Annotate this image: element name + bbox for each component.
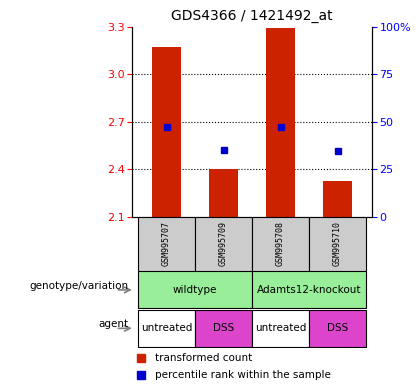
Text: agent: agent <box>98 319 128 329</box>
Bar <box>252 217 309 271</box>
Text: genotype/variation: genotype/variation <box>29 281 128 291</box>
Bar <box>138 310 195 347</box>
Bar <box>252 271 366 308</box>
Text: percentile rank within the sample: percentile rank within the sample <box>155 370 331 380</box>
Bar <box>309 310 366 347</box>
Text: transformed count: transformed count <box>155 353 252 363</box>
Bar <box>323 180 352 217</box>
Text: wildtype: wildtype <box>173 285 217 295</box>
Bar <box>195 217 252 271</box>
Bar <box>209 169 238 217</box>
Bar <box>138 217 195 271</box>
Text: DSS: DSS <box>213 323 234 333</box>
Bar <box>266 28 295 217</box>
Title: GDS4366 / 1421492_at: GDS4366 / 1421492_at <box>171 9 333 23</box>
Bar <box>138 271 252 308</box>
Bar <box>195 310 252 347</box>
Text: Adamts12-knockout: Adamts12-knockout <box>257 285 361 295</box>
Text: DSS: DSS <box>327 323 348 333</box>
Text: GSM995710: GSM995710 <box>333 221 342 266</box>
Text: GSM995709: GSM995709 <box>219 221 228 266</box>
Text: GSM995707: GSM995707 <box>162 221 171 266</box>
Bar <box>252 310 309 347</box>
Text: GSM995708: GSM995708 <box>276 221 285 266</box>
Bar <box>152 48 181 217</box>
Text: untreated: untreated <box>255 323 306 333</box>
Bar <box>309 217 366 271</box>
Text: untreated: untreated <box>141 323 192 333</box>
